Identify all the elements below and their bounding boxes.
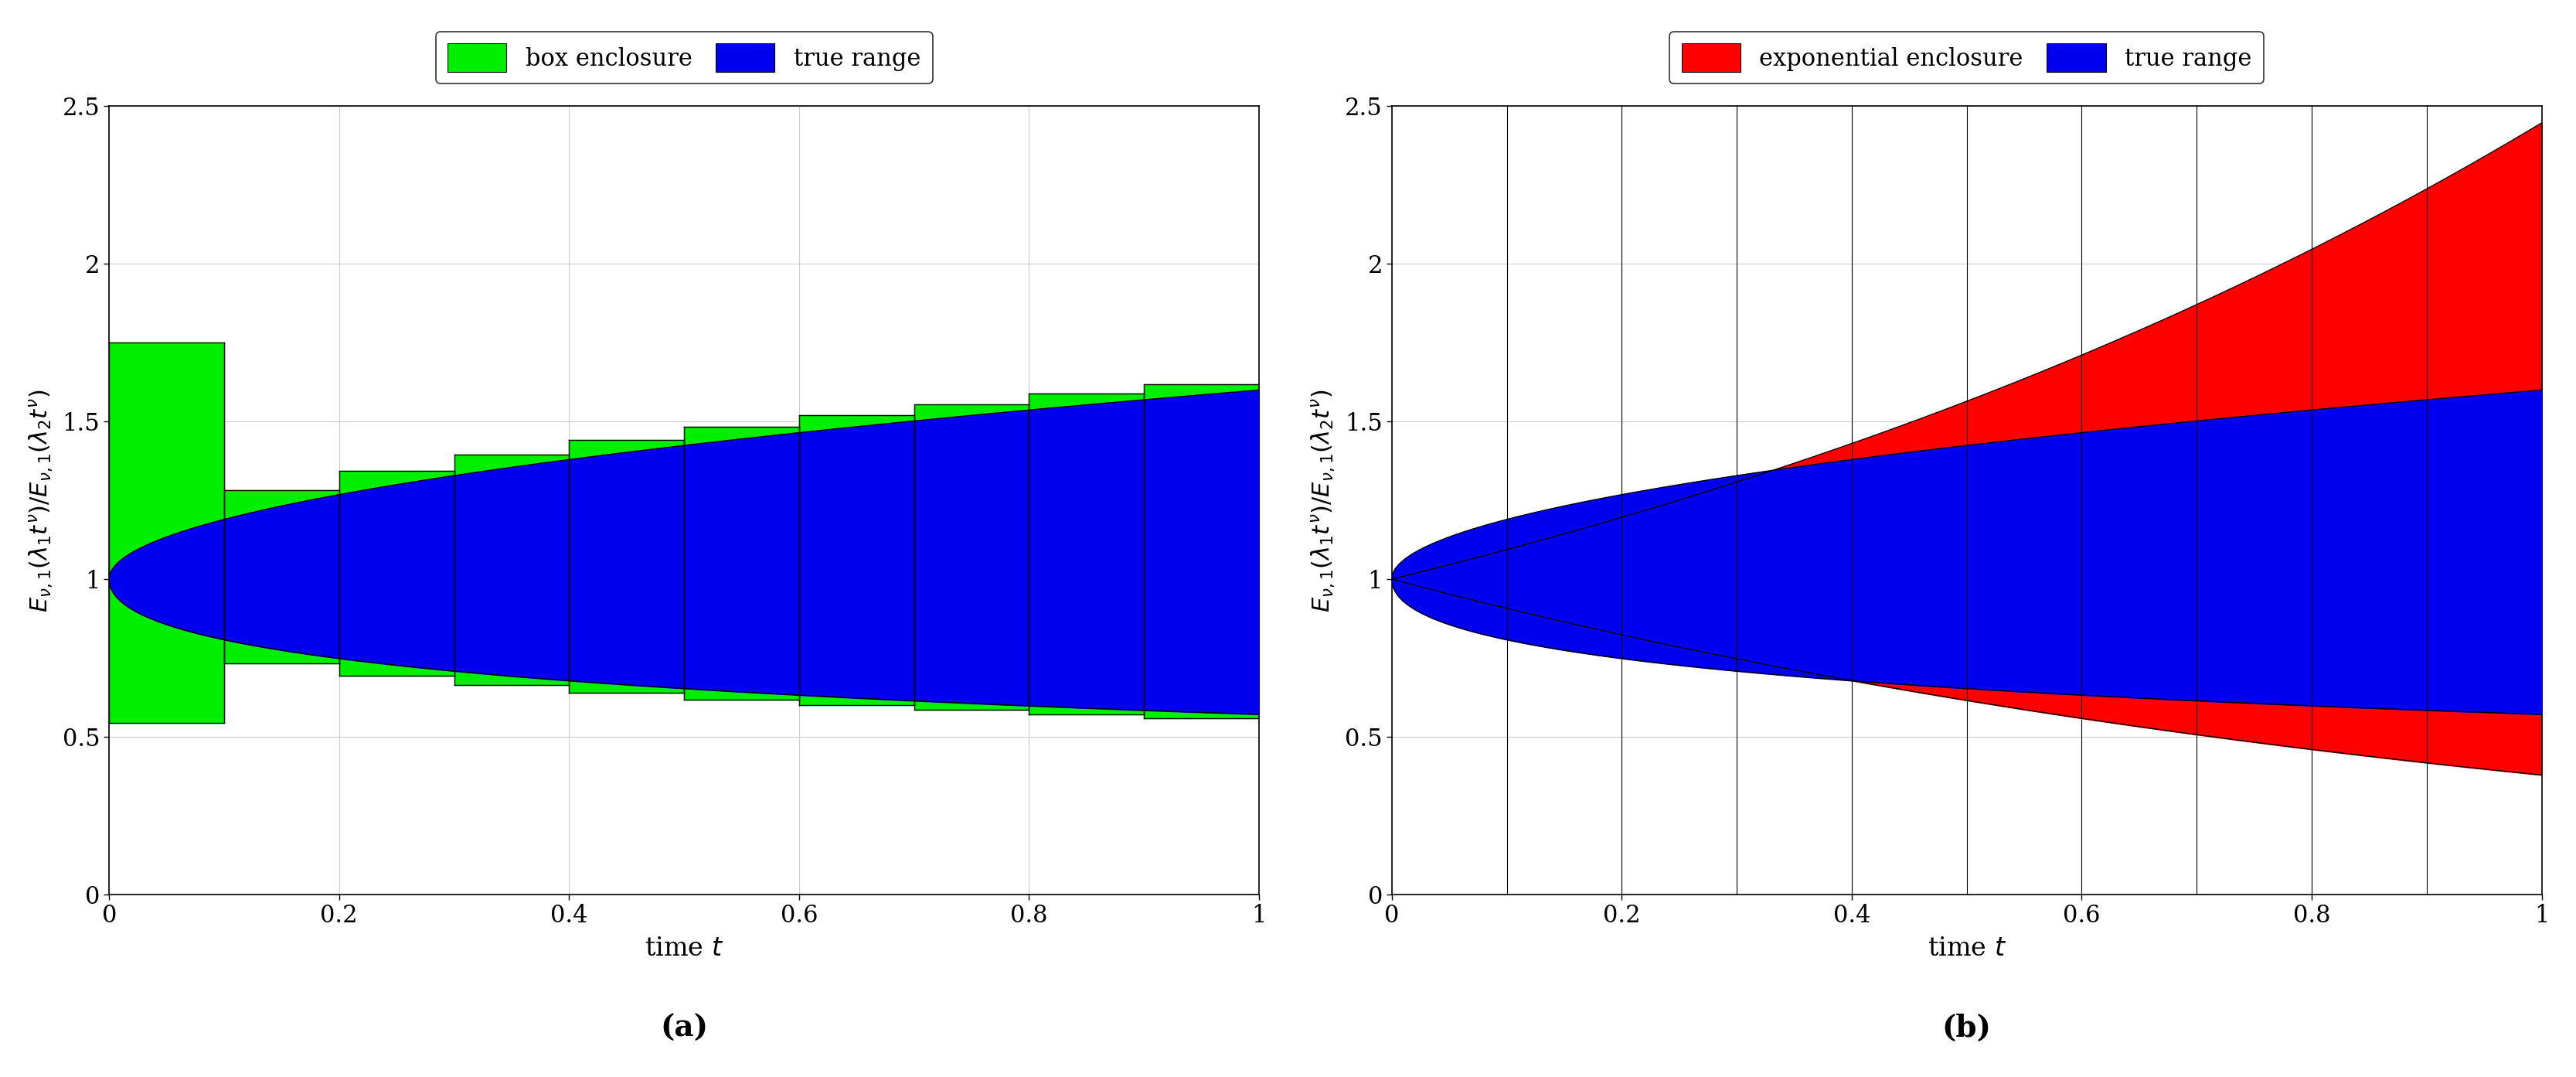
Polygon shape <box>569 440 685 693</box>
Polygon shape <box>1144 384 1260 718</box>
Polygon shape <box>224 490 340 663</box>
X-axis label: time $t$: time $t$ <box>644 936 724 961</box>
Polygon shape <box>340 471 453 676</box>
Polygon shape <box>914 404 1028 710</box>
Legend: exponential enclosure, true range: exponential enclosure, true range <box>1669 31 2264 84</box>
Polygon shape <box>799 416 914 705</box>
Legend: box enclosure, true range: box enclosure, true range <box>435 31 933 84</box>
Polygon shape <box>108 342 224 723</box>
Y-axis label: $E_{\nu,1}(\lambda_1 t^\nu)/E_{\nu,1}(\lambda_2 t^\nu)$: $E_{\nu,1}(\lambda_1 t^\nu)/E_{\nu,1}(\l… <box>26 389 54 612</box>
X-axis label: time $t$: time $t$ <box>1927 936 2007 961</box>
Text: (a): (a) <box>659 1013 708 1044</box>
Text: (b): (b) <box>1942 1013 1991 1044</box>
Polygon shape <box>1028 394 1144 714</box>
Y-axis label: $E_{\nu,1}(\lambda_1 t^\nu)/E_{\nu,1}(\lambda_2 t^\nu)$: $E_{\nu,1}(\lambda_1 t^\nu)/E_{\nu,1}(\l… <box>1309 389 1337 612</box>
Polygon shape <box>685 428 799 699</box>
Polygon shape <box>453 454 569 685</box>
